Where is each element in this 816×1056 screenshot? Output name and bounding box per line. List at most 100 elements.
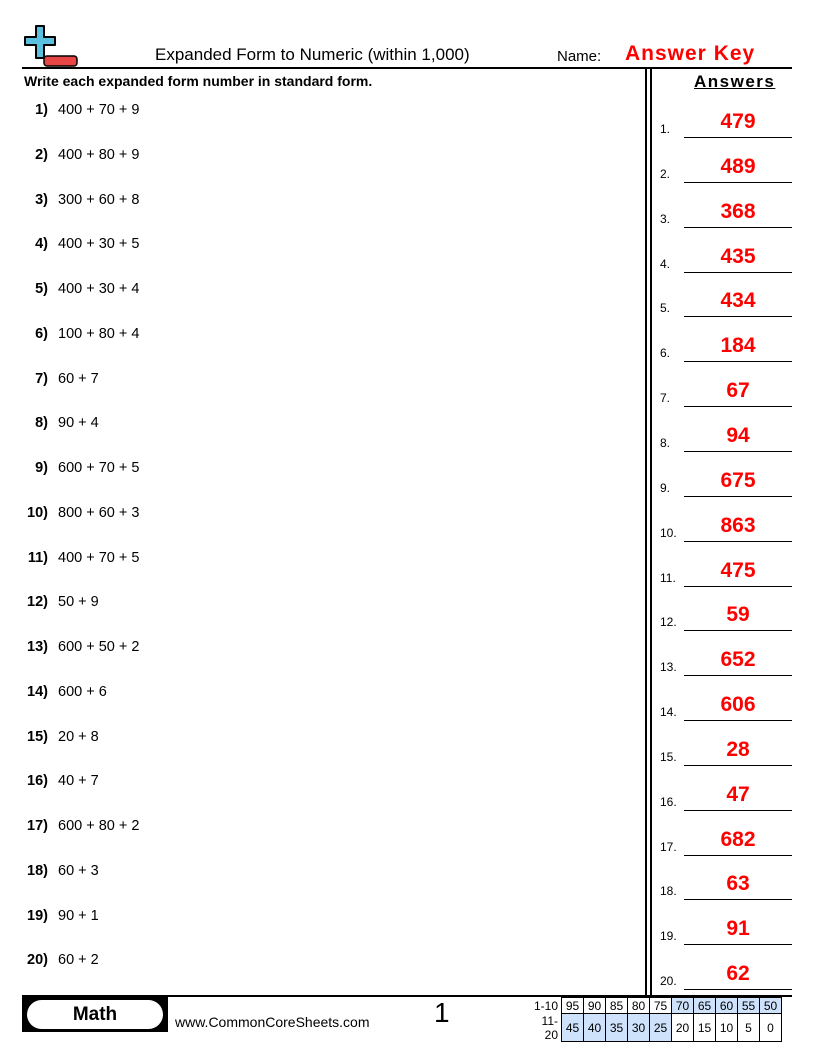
problem-item: 7) 60 + 7: [20, 371, 99, 387]
answer-item: 7. 67: [660, 377, 792, 408]
answer-number: 16.: [660, 794, 677, 809]
answer-number: 6.: [660, 346, 671, 361]
answer-value: 863: [720, 513, 756, 537]
score-cell: 0: [759, 1013, 782, 1042]
problem-expression: 60 + 7: [58, 370, 99, 387]
problem-item: 1) 400 + 70 + 9: [20, 102, 139, 118]
problem-expression: 100 + 80 + 4: [58, 325, 140, 342]
answer-line: [684, 899, 792, 901]
answer-number: 13.: [660, 660, 677, 675]
problem-expression: 90 + 1: [58, 907, 99, 924]
problem-item: 5) 400 + 30 + 4: [20, 281, 139, 297]
answer-value: 652: [720, 648, 756, 672]
answer-number: 15.: [660, 749, 677, 764]
problem-number: 15): [27, 728, 48, 745]
answer-item: 15. 28: [660, 736, 792, 766]
answer-line: [684, 540, 792, 542]
answer-value: 434: [720, 289, 756, 313]
problem-number: 16): [27, 773, 48, 790]
problem-expression: 90 + 4: [58, 415, 99, 432]
problem-number: 1): [35, 102, 48, 118]
answer-item: 2. 489: [660, 153, 792, 183]
answer-value: 479: [720, 110, 756, 133]
score-cell: 20: [671, 1013, 694, 1042]
answer-item: 3. 368: [660, 198, 792, 228]
answer-item: 16. 47: [660, 781, 792, 811]
answer-value: 63: [726, 872, 750, 896]
problem-expression: 40 + 7: [58, 773, 99, 790]
score-cell: 95: [561, 997, 584, 1014]
problem-expression: 400 + 30 + 5: [58, 236, 140, 253]
score-cell: 85: [605, 997, 628, 1014]
answer-number: 18.: [660, 884, 677, 899]
name-value: Answer Key: [625, 42, 756, 65]
problem-item: 13) 600 + 50 + 2: [20, 639, 139, 655]
answer-value: 47: [726, 782, 750, 806]
score-cell: 25: [649, 1013, 672, 1042]
problem-expression: 400 + 70 + 9: [58, 102, 140, 118]
score-row: 1-10 95 90 85 80 75 70 65 60 55 50: [530, 997, 782, 1014]
answer-line: [684, 316, 792, 318]
answer-item: 6. 184: [660, 332, 792, 363]
problem-number: 2): [35, 146, 48, 163]
answer-value: 435: [720, 244, 756, 268]
answer-value: 675: [720, 468, 756, 492]
score-cell: 10: [715, 1013, 738, 1042]
answer-item: 8. 94: [660, 422, 792, 452]
problem-item: 2) 400 + 80 + 9: [20, 147, 139, 163]
answer-value: 606: [720, 693, 756, 717]
answer-value: 62: [726, 962, 750, 986]
problem-expression: 60 + 3: [58, 862, 99, 879]
problem-number: 8): [35, 415, 48, 432]
answer-line: [684, 989, 792, 991]
problem-item: 15) 20 + 8: [20, 729, 99, 745]
problem-number: 7): [35, 370, 48, 387]
problem-item: 14) 600 + 6: [20, 684, 107, 700]
score-cell: 30: [627, 1013, 650, 1042]
answer-value: 475: [720, 558, 756, 582]
answer-item: 14. 606: [660, 691, 792, 722]
problem-number: 10): [27, 504, 48, 521]
problem-number: 20): [27, 952, 48, 969]
score-cell: 15: [693, 1013, 716, 1042]
answer-item: 5. 434: [660, 287, 792, 318]
problem-expression: 600 + 80 + 2: [58, 818, 140, 834]
problem-number: 11): [27, 549, 48, 566]
answer-line: [684, 585, 792, 587]
answer-item: 10. 863: [660, 512, 792, 542]
problem-item: 10) 800 + 60 + 3: [20, 505, 139, 521]
instructions: Write each expanded form number in stand…: [24, 73, 373, 89]
problem-item: 20) 60 + 2: [20, 952, 99, 968]
problem-expression: 300 + 60 + 8: [58, 191, 140, 208]
column-divider: [650, 68, 652, 995]
answer-number: 7.: [660, 391, 671, 406]
problem-expression: 60 + 2: [58, 952, 99, 969]
answer-item: 20. 62: [660, 960, 792, 991]
problem-expression: 600 + 70 + 5: [58, 460, 140, 476]
answer-line: [684, 854, 792, 856]
answer-item: 9. 675: [660, 467, 792, 497]
problem-expression: 50 + 9: [58, 594, 99, 611]
answer-item: 11. 475: [660, 557, 792, 587]
answer-value: 489: [720, 154, 756, 178]
answer-value: 91: [726, 917, 750, 941]
score-cell: 60: [715, 997, 738, 1014]
answer-number: 20.: [660, 974, 677, 989]
problem-item: 6) 100 + 80 + 4: [20, 326, 139, 342]
header-divider: [22, 67, 792, 69]
answer-item: 17. 682: [660, 826, 792, 856]
page-number: 1: [434, 997, 450, 1028]
score-cell: 90: [583, 997, 606, 1014]
answer-number: 17.: [660, 839, 677, 854]
answer-number: 14.: [660, 705, 677, 720]
problem-item: 17) 600 + 80 + 2: [20, 818, 139, 834]
problem-item: 3) 300 + 60 + 8: [20, 192, 139, 208]
answer-line: [684, 809, 792, 811]
website-link[interactable]: www.CommonCoreSheets.com: [175, 1014, 370, 1030]
answer-line: [684, 630, 792, 632]
answer-line: [684, 944, 792, 946]
problem-number: 12): [27, 594, 48, 611]
answer-line: [684, 675, 792, 677]
problem-number: 13): [27, 639, 48, 655]
problem-number: 6): [35, 325, 48, 342]
